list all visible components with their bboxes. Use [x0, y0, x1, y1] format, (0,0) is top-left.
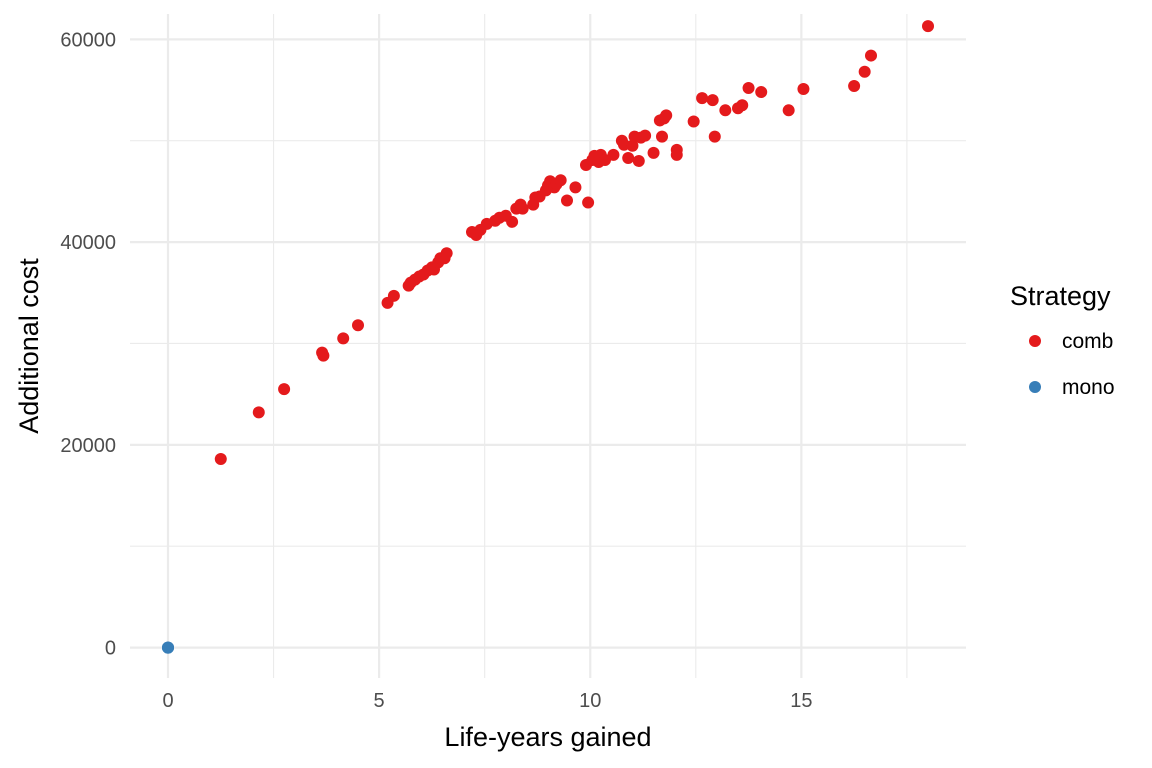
- y-tick-label: 0: [105, 638, 116, 660]
- data-point-comb: [352, 319, 364, 331]
- x-tick-label: 10: [579, 690, 601, 712]
- data-point-comb: [707, 94, 719, 106]
- data-point-comb: [561, 195, 573, 207]
- x-axis-title: Life-years gained: [444, 722, 651, 752]
- data-point-comb: [337, 332, 349, 344]
- major-gridlines: [130, 14, 966, 678]
- data-point-comb: [719, 104, 731, 116]
- x-tick-label: 5: [374, 690, 385, 712]
- data-point-comb: [743, 82, 755, 94]
- data-point-comb: [388, 290, 400, 302]
- legend-items: comb mono: [1029, 330, 1115, 399]
- data-point-comb: [848, 80, 860, 92]
- data-point-comb: [633, 155, 645, 167]
- data-point-comb: [656, 131, 668, 143]
- legend: Strategy comb mono: [1010, 281, 1115, 399]
- data-point-comb: [582, 197, 594, 209]
- data-point-comb: [517, 203, 529, 215]
- data-point-comb: [607, 149, 619, 161]
- data-point-comb: [278, 383, 290, 395]
- legend-key-comb: [1029, 335, 1041, 347]
- data-point-comb: [688, 115, 700, 127]
- data-point-comb: [253, 406, 265, 418]
- data-point-comb: [671, 149, 683, 161]
- y-tick-label: 40000: [60, 232, 116, 254]
- data-point-comb: [736, 99, 748, 111]
- y-tick-label: 20000: [60, 435, 116, 457]
- legend-label-mono: mono: [1062, 376, 1115, 399]
- data-point-comb: [648, 147, 660, 159]
- legend-label-comb: comb: [1062, 330, 1113, 353]
- data-point-comb: [622, 152, 634, 164]
- y-axis-title: Additional cost: [14, 258, 44, 434]
- data-point-comb: [317, 350, 329, 362]
- legend-title: Strategy: [1010, 281, 1111, 311]
- data-point-comb: [441, 247, 453, 259]
- data-point-comb: [859, 66, 871, 78]
- y-tick-label: 60000: [60, 29, 116, 51]
- data-point-comb: [865, 50, 877, 62]
- data-point-mono: [162, 642, 174, 654]
- data-point-comb: [569, 181, 581, 193]
- data-point-comb: [755, 86, 767, 98]
- data-point-comb: [660, 109, 672, 121]
- x-axis-tick-labels: 0 5 10 15: [162, 690, 812, 712]
- data-point-comb: [709, 131, 721, 143]
- data-point-comb: [506, 216, 518, 228]
- legend-key-mono: [1029, 381, 1041, 393]
- data-points: [162, 20, 934, 653]
- data-point-comb: [696, 92, 708, 104]
- data-point-comb: [783, 104, 795, 116]
- data-point-comb: [797, 83, 809, 95]
- data-point-comb: [639, 130, 651, 142]
- y-axis-tick-labels: 0 20000 40000 60000: [60, 29, 116, 659]
- minor-gridlines: [130, 14, 966, 678]
- x-tick-label: 15: [790, 690, 812, 712]
- data-point-comb: [215, 453, 227, 465]
- data-point-comb: [555, 174, 567, 186]
- x-tick-label: 0: [162, 690, 173, 712]
- data-point-comb: [922, 20, 934, 32]
